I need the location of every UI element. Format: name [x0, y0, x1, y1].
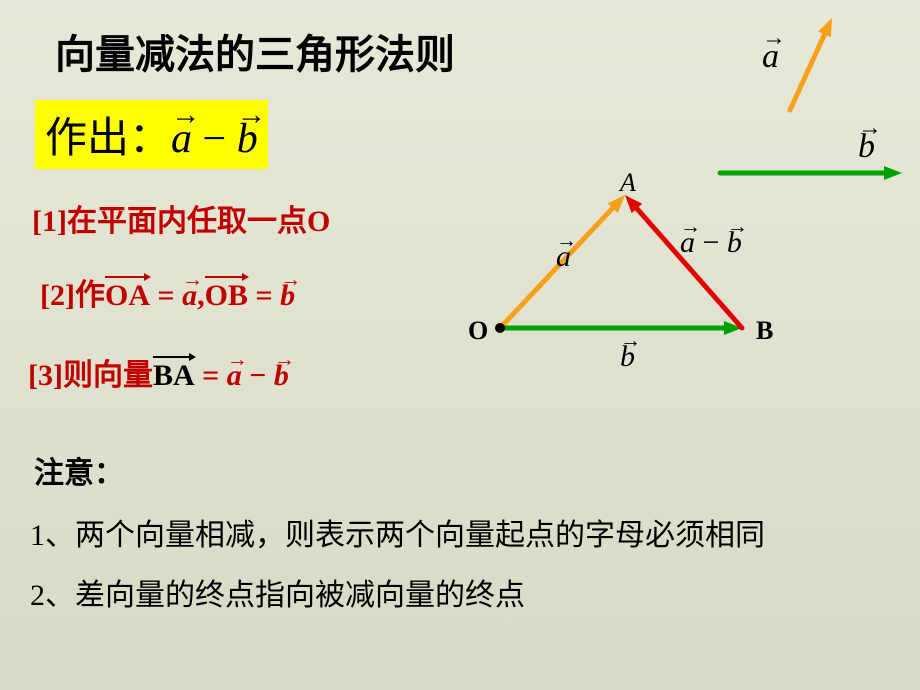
diagram-label: a − b [680, 226, 742, 260]
diagram-label: O [468, 316, 488, 346]
diagram-label: b [858, 128, 875, 166]
diagram-label: A [620, 168, 636, 198]
diagram-label: a [556, 240, 571, 274]
diagram-label: B [756, 316, 773, 346]
diagram-label: b [620, 340, 635, 374]
diagram-label: a [762, 38, 779, 76]
diagram-svg [0, 0, 920, 690]
slide-content: 向量减法的三角形法则 作出：a − b [1]在平面内任取一点O[2]作OA =… [0, 0, 920, 690]
